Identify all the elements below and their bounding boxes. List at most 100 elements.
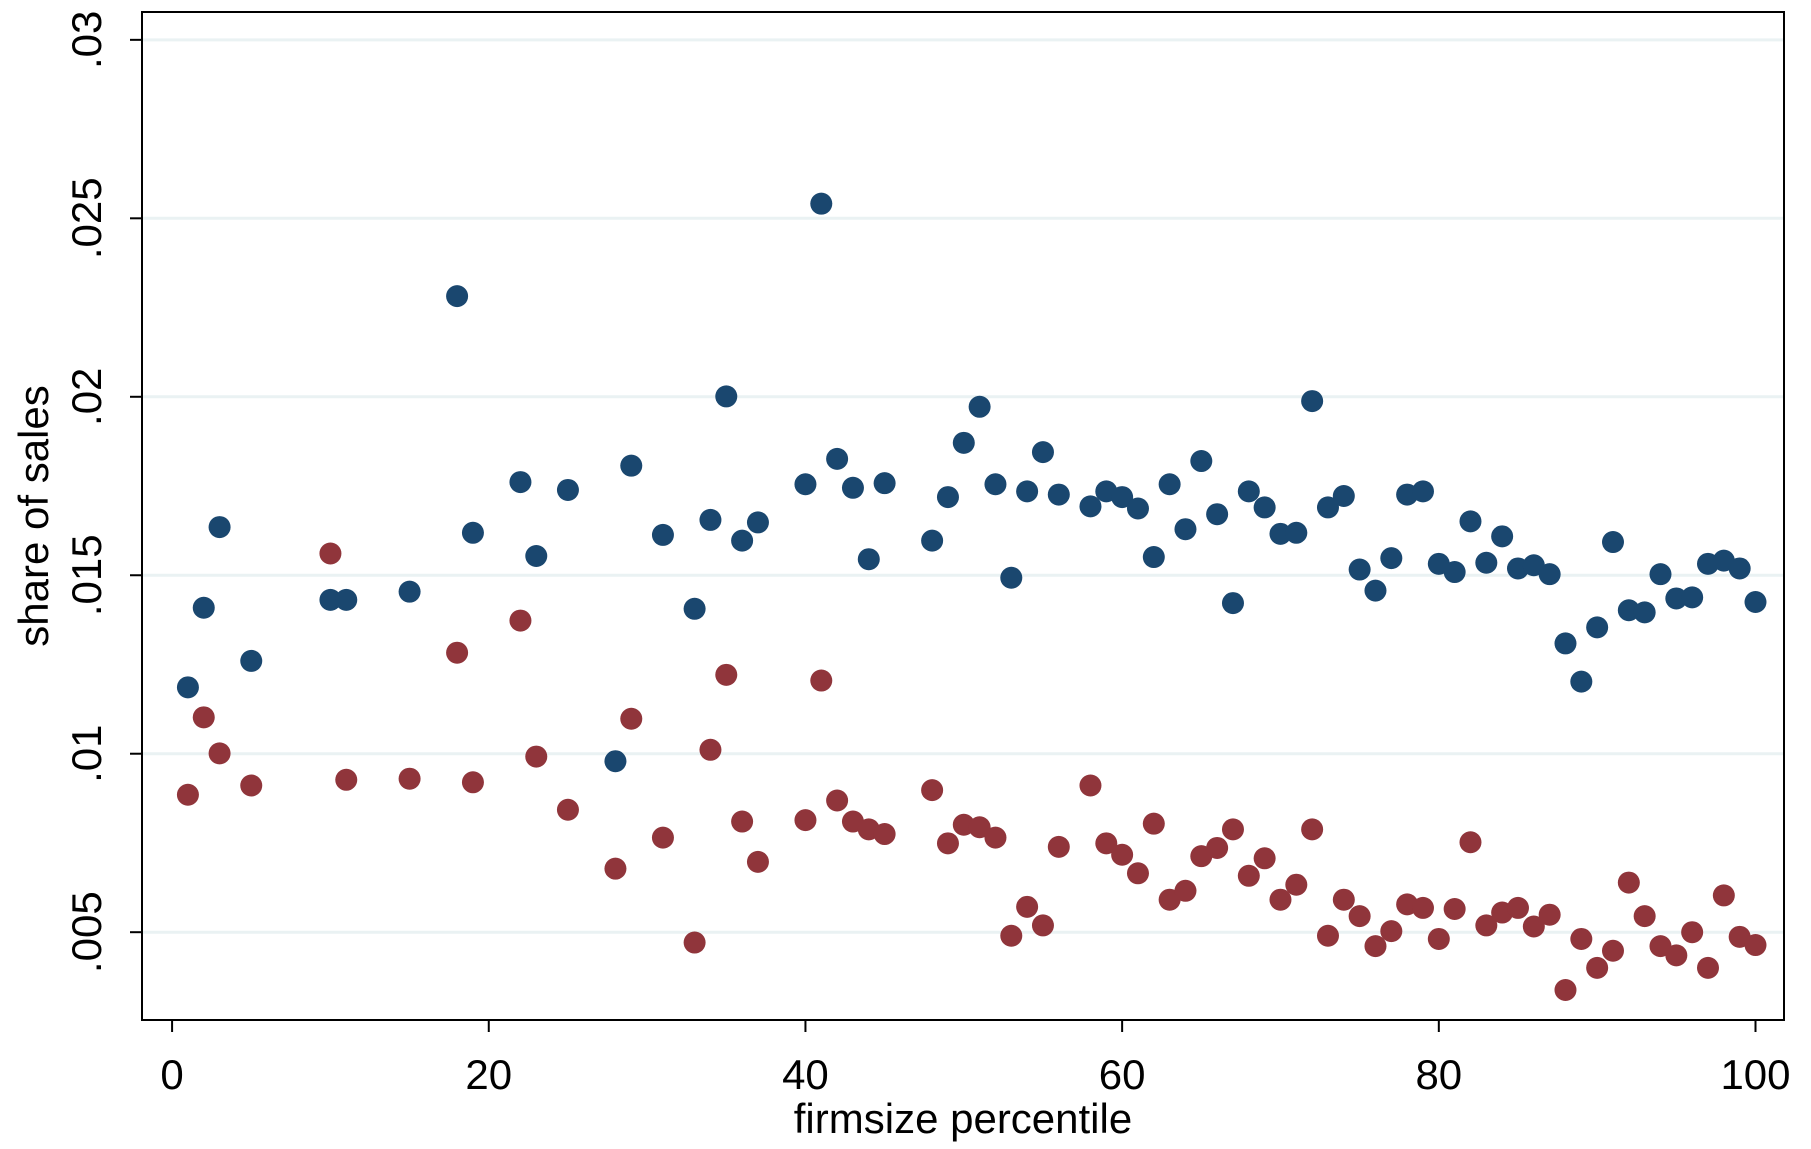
point — [1316, 496, 1339, 519]
point — [984, 826, 1007, 849]
point — [1095, 832, 1118, 855]
point — [176, 676, 199, 699]
point — [1744, 591, 1767, 614]
point — [620, 707, 643, 730]
point — [1253, 847, 1276, 870]
point — [1174, 518, 1197, 541]
point — [1206, 503, 1229, 526]
plot-frame — [141, 11, 1785, 1021]
point — [1459, 510, 1482, 533]
point — [1031, 914, 1054, 937]
point — [1570, 670, 1593, 693]
point — [509, 609, 532, 632]
point — [1681, 586, 1704, 609]
point — [731, 529, 754, 552]
point — [176, 783, 199, 806]
point — [1411, 480, 1434, 503]
point — [1617, 871, 1640, 894]
point — [857, 548, 880, 571]
y-tick-label: .005 — [63, 891, 110, 973]
point — [1016, 480, 1039, 503]
point — [1364, 579, 1387, 602]
point — [525, 544, 548, 567]
point — [1348, 905, 1371, 928]
y-axis-label: share of sales — [10, 385, 57, 646]
point — [1332, 485, 1355, 508]
point — [968, 395, 991, 418]
point — [556, 798, 579, 821]
point — [1126, 862, 1149, 885]
plot-area — [142, 12, 1784, 1020]
point — [240, 649, 263, 672]
point — [968, 816, 991, 839]
point — [731, 810, 754, 833]
point — [446, 641, 469, 664]
point — [620, 454, 643, 477]
point — [1554, 979, 1577, 1002]
point — [683, 931, 706, 954]
y-tick-label: .01 — [63, 725, 110, 783]
y-tick-label: .02 — [63, 368, 110, 426]
point — [398, 767, 421, 790]
point — [1079, 495, 1102, 518]
point — [1475, 551, 1498, 574]
point — [1459, 831, 1482, 854]
point — [746, 850, 769, 873]
point — [1285, 873, 1308, 896]
point — [921, 529, 944, 552]
point — [1665, 944, 1688, 967]
point — [1316, 924, 1339, 947]
point — [984, 473, 1007, 496]
point — [1665, 587, 1688, 610]
point — [556, 478, 579, 501]
point — [1126, 497, 1149, 520]
point — [873, 472, 896, 495]
point — [1221, 592, 1244, 615]
point — [335, 588, 358, 611]
point — [841, 476, 864, 499]
point — [1221, 818, 1244, 841]
point — [525, 745, 548, 768]
point — [1253, 496, 1276, 519]
x-axis-label: firmsize percentile — [794, 1095, 1132, 1142]
x-tick-label: 80 — [1415, 1051, 1462, 1098]
point — [604, 750, 627, 773]
point — [192, 596, 215, 619]
point — [1728, 557, 1751, 580]
point — [1443, 897, 1466, 920]
point — [1538, 903, 1561, 926]
point — [1237, 480, 1260, 503]
point — [1506, 896, 1529, 919]
point — [1190, 450, 1213, 473]
point — [1000, 924, 1023, 947]
point — [1601, 939, 1624, 962]
point — [1142, 546, 1165, 569]
point — [699, 508, 722, 531]
point — [936, 486, 959, 509]
y-tick-label: .025 — [63, 177, 110, 259]
point — [1047, 483, 1070, 506]
point — [794, 809, 817, 832]
point — [446, 285, 469, 308]
point — [1696, 956, 1719, 979]
point — [1681, 921, 1704, 944]
point — [1744, 934, 1767, 957]
point — [1601, 531, 1624, 554]
point — [1047, 835, 1070, 858]
point — [1554, 632, 1577, 655]
x-tick-label: 40 — [782, 1051, 829, 1098]
point — [208, 516, 231, 539]
point — [192, 706, 215, 729]
y-tick-label: .015 — [63, 534, 110, 616]
y-tick-label: .03 — [63, 11, 110, 69]
point — [1586, 616, 1609, 639]
point — [683, 597, 706, 620]
x-tick-label: 20 — [465, 1051, 512, 1098]
point — [208, 742, 231, 765]
point — [810, 192, 833, 215]
point — [873, 823, 896, 846]
point — [1348, 558, 1371, 581]
point — [810, 669, 833, 692]
point — [461, 771, 484, 794]
